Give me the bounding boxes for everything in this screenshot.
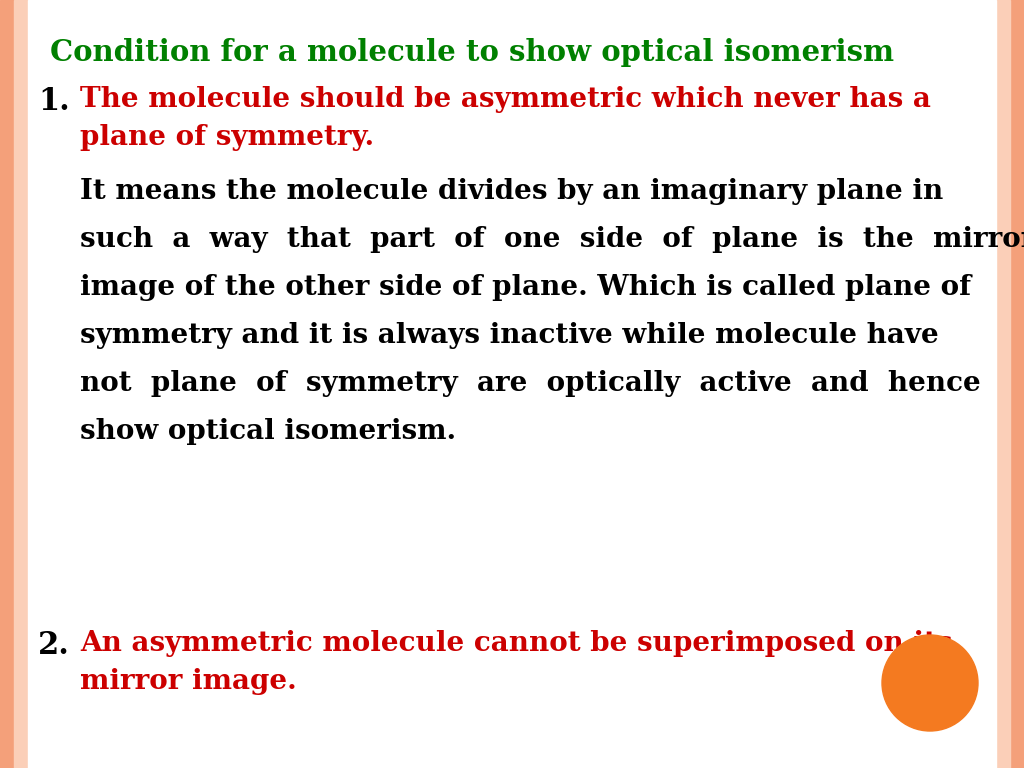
- Text: show optical isomerism.: show optical isomerism.: [80, 418, 456, 445]
- Text: Condition for a molecule to show optical isomerism: Condition for a molecule to show optical…: [50, 38, 894, 67]
- Text: such  a  way  that  part  of  one  side  of  plane  is  the  mirror: such a way that part of one side of plan…: [80, 226, 1024, 253]
- Text: image of the other side of plane. Which is called plane of: image of the other side of plane. Which …: [80, 274, 971, 301]
- Text: not  plane  of  symmetry  are  optically  active  and  hence: not plane of symmetry are optically acti…: [80, 370, 981, 397]
- Text: It means the molecule divides by an imaginary plane in: It means the molecule divides by an imag…: [80, 178, 943, 205]
- Text: 2.: 2.: [38, 630, 70, 661]
- Text: An asymmetric molecule cannot be superimposed on its: An asymmetric molecule cannot be superim…: [80, 630, 952, 657]
- Text: mirror image.: mirror image.: [80, 668, 297, 695]
- Text: The molecule should be asymmetric which never has a: The molecule should be asymmetric which …: [80, 86, 931, 113]
- Text: plane of symmetry.: plane of symmetry.: [80, 124, 374, 151]
- Circle shape: [882, 635, 978, 731]
- Text: symmetry and it is always inactive while molecule have: symmetry and it is always inactive while…: [80, 322, 939, 349]
- Text: 1.: 1.: [38, 86, 70, 117]
